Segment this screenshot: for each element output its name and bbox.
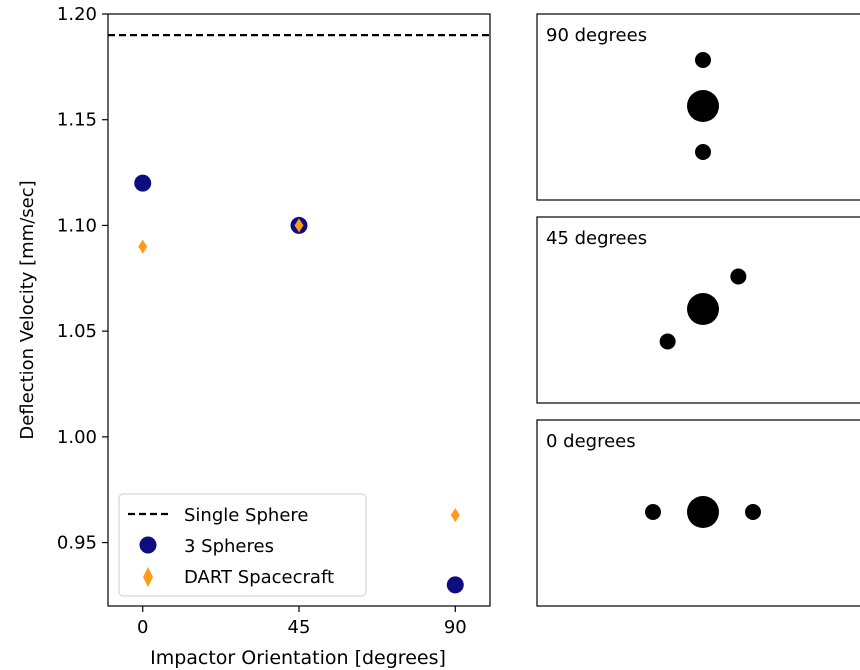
dart-spacecraft-point [294,218,304,233]
legend: Single Sphere 3 Spheres DART Spacecraft [118,493,367,597]
x-tick-label: 45 [288,617,311,638]
y-tick-label: 1.05 [57,321,97,342]
y-axis-label: Deflection Velocity [mm/sec] [17,180,38,439]
x-axis-label: Impactor Orientation [degrees] [150,647,446,669]
y-tick-label: 0.95 [57,533,97,554]
legend-dart-spacecraft-label: DART Spacecraft [184,567,334,588]
x-axis: 0 45 90 [137,606,467,638]
orientation-panel: 90 degrees [536,13,860,201]
y-tick-label: 1.10 [57,215,97,236]
orientation-panel: 45 degrees [536,216,860,404]
orientation-panel: 0 degrees [536,419,860,607]
y-tick-label: 1.15 [57,110,97,131]
legend-3-spheres-swatch [139,536,157,554]
3-spheres-point [446,576,464,594]
side-sphere [745,504,761,520]
legend-frame [118,493,367,597]
side-sphere [695,52,711,68]
dart-spacecraft-point [450,508,460,523]
legend-3-spheres-label: 3 Spheres [184,536,274,557]
y-tick-label: 1.20 [57,4,97,25]
center-sphere [687,496,719,528]
panel-label: 0 degrees [546,431,636,452]
y-axis: 0.95 1.00 1.05 1.10 1.15 1.20 [57,4,108,554]
center-sphere [687,293,719,325]
dart-spacecraft-point [138,239,148,254]
y-tick-label: 1.00 [57,427,97,448]
center-sphere [687,90,719,122]
side-sphere [695,144,711,160]
x-tick-label: 90 [444,617,467,638]
legend-single-sphere-label: Single Sphere [184,505,308,526]
legend-dart-spacecraft-swatch [143,567,153,587]
side-sphere [730,268,747,285]
panel-label: 45 degrees [546,228,647,249]
orientation-panels: 90 degrees 45 degrees 0 degrees [536,13,860,607]
panel-label: 90 degrees [546,25,647,46]
3-spheres-point [134,174,152,192]
x-tick-label: 0 [137,617,148,638]
side-sphere [645,504,661,520]
side-sphere [659,333,676,350]
